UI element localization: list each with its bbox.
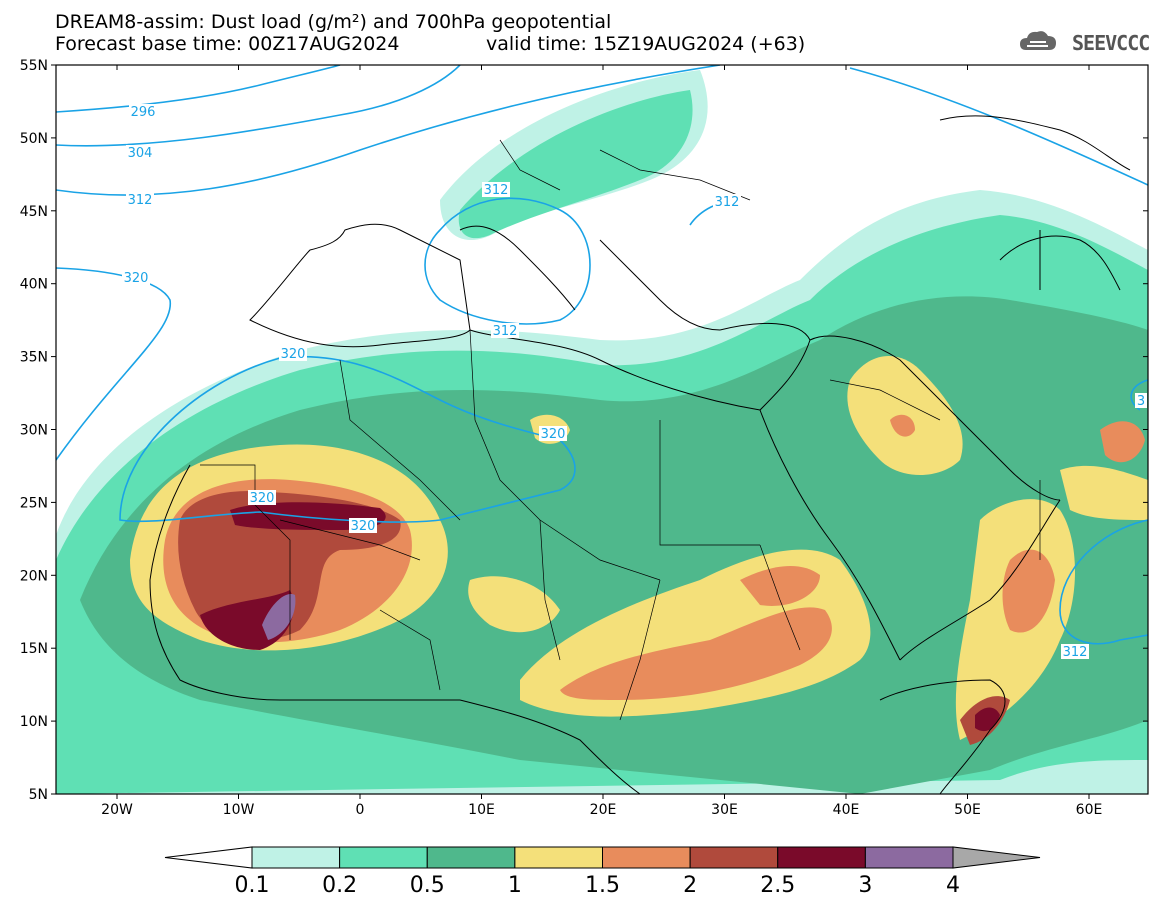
contour-label-bg	[126, 192, 154, 207]
lon-tick-label: 10W	[223, 802, 255, 818]
lon-tick-label: 20E	[590, 802, 617, 818]
contour-label: 312	[484, 183, 509, 198]
colorbar-segment	[864, 846, 954, 869]
lon-tick-label: 20W	[101, 802, 133, 818]
colorbar-segment	[777, 846, 866, 869]
contour-label: 296	[131, 105, 156, 120]
contour-label: 304	[128, 146, 153, 161]
lat-tick-label: 5N	[29, 787, 48, 803]
colorbar-label: 1.5	[585, 873, 620, 898]
colorbar-segment	[426, 846, 516, 869]
latitude-axis: 55N 50N 45N 40N 35N 30N 25N 20N 15N 10N 5N	[20, 58, 1148, 803]
colorbar-label: 3	[858, 873, 872, 898]
lon-tick-label: 10E	[468, 802, 495, 818]
contour-label-bg	[129, 104, 157, 119]
longitude-axis: 20W 10W 0 10E 20E 30E 40E 50E 60E	[101, 65, 1102, 818]
colorbar-segment	[251, 846, 341, 869]
colorbar-label: 1	[508, 873, 522, 898]
contour-label-bg	[279, 346, 307, 361]
dust-fields	[56, 65, 1148, 794]
lat-tick-label: 50N	[20, 131, 48, 147]
contour-label-bg	[482, 182, 510, 197]
valid-time: valid time: 15Z19AUG2024 (+63)	[486, 33, 806, 55]
contour-label: 320	[250, 491, 275, 506]
contour-label: 320	[351, 519, 376, 534]
contour-label-bg	[713, 194, 741, 209]
colorbar-label: 2.5	[760, 873, 795, 898]
lon-tick-label: 30E	[711, 802, 738, 818]
logo-text: SEEVCCC	[1072, 31, 1150, 55]
contour-label: 3	[1137, 394, 1145, 409]
colorbar-label: 0.2	[322, 873, 357, 898]
dust-level-2.5	[230, 502, 386, 530]
contour-label: 312	[715, 195, 740, 210]
forecast-base-time: Forecast base time: 00Z17AUG2024	[55, 33, 400, 55]
dust-level-3	[262, 594, 296, 640]
lon-tick-label: 40E	[833, 802, 860, 818]
contour-label: 312	[493, 324, 518, 339]
contour-label: 320	[124, 271, 149, 286]
lat-tick-label: 15N	[20, 641, 48, 657]
colorbar: 0.1 0.2 0.5 1 1.5 2 2.5 3 4	[164, 846, 1041, 898]
contour-label-bg	[126, 145, 154, 160]
lat-tick-label: 45N	[20, 204, 48, 220]
country-borders	[200, 139, 1041, 721]
colorbar-label: 0.1	[235, 873, 270, 898]
lon-tick-label: 50E	[954, 802, 981, 818]
contour-label-bg	[248, 490, 276, 505]
contour-304	[56, 65, 461, 147]
lon-tick-label: 0	[356, 802, 365, 818]
colorbar-under-arrow	[164, 846, 253, 869]
colorbar-segment	[689, 846, 779, 869]
lat-tick-label: 40N	[20, 277, 48, 293]
lat-tick-label: 25N	[20, 495, 48, 511]
geopotential-contours	[56, 65, 1148, 645]
colorbar-label: 4	[946, 873, 960, 898]
lat-tick-label: 55N	[20, 58, 48, 74]
lat-tick-label: 20N	[20, 568, 48, 584]
contour-label: 320	[281, 347, 306, 362]
contour-296	[56, 65, 341, 113]
contour-label-bg	[1135, 393, 1147, 408]
colorbar-over-arrow	[952, 846, 1041, 869]
contour-312	[56, 65, 721, 196]
contour-label: 312	[1063, 645, 1088, 660]
lat-tick-label: 10N	[20, 714, 48, 730]
colorbar-segment	[339, 846, 428, 869]
lon-tick-label: 60E	[1076, 802, 1103, 818]
colorbar-segment	[602, 846, 691, 869]
lat-tick-label: 30N	[20, 423, 48, 439]
lat-tick-label: 35N	[20, 350, 48, 366]
map-title: DREAM8-assim: Dust load (g/m²) and 700hP…	[55, 11, 612, 33]
contour-label-bg	[122, 270, 150, 285]
contour-label: 320	[541, 427, 566, 442]
colorbar-label: 2	[683, 873, 697, 898]
contour-labels: 296 304 312 320 312 312 312 320 320 320 320 312 3	[122, 104, 1147, 660]
coastlines	[149, 115, 1131, 794]
contour-320	[56, 267, 172, 461]
contour-label-bg	[539, 426, 567, 441]
contour-label: 312	[128, 193, 153, 208]
cloud-logo-icon	[1020, 31, 1056, 50]
colorbar-label: 0.5	[410, 873, 445, 898]
contour-label-bg	[349, 518, 377, 533]
colorbar-segment	[514, 846, 603, 869]
contour-label-bg	[491, 323, 519, 338]
contour-label-bg	[1061, 644, 1089, 659]
